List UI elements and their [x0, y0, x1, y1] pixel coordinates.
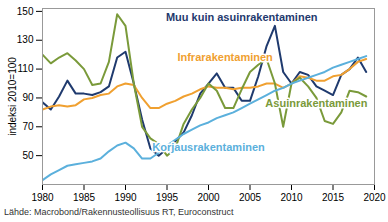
svg-text:1990: 1990 — [114, 192, 137, 203]
svg-text:130: 130 — [17, 34, 34, 45]
svg-text:indeksi 2010=100: indeksi 2010=100 — [7, 57, 18, 136]
svg-text:Asuinrakentaminen: Asuinrakentaminen — [265, 97, 367, 109]
svg-text:2000: 2000 — [197, 192, 220, 203]
svg-text:70: 70 — [22, 121, 34, 132]
svg-text:2020: 2020 — [363, 192, 386, 203]
svg-text:2015: 2015 — [322, 192, 345, 203]
svg-text:90: 90 — [22, 92, 34, 103]
svg-text:50: 50 — [22, 150, 34, 161]
html-text:Lähde: Macrobond/Rakennusteoll: Lähde: Macrobond/Rakennusteollisuus RT, … — [4, 207, 234, 217]
svg-text:Korjausrakentaminen: Korjausrakentaminen — [152, 141, 265, 153]
svg-text:Muu kuin asuinrakentaminen: Muu kuin asuinrakentaminen — [166, 11, 318, 23]
svg-text:2010: 2010 — [280, 192, 303, 203]
svg-text:110: 110 — [18, 63, 34, 74]
svg-text:1995: 1995 — [156, 192, 179, 203]
svg-text:1985: 1985 — [73, 192, 96, 203]
svg-text:1980: 1980 — [31, 192, 54, 203]
svg-text:Infrarakentaminen: Infrarakentaminen — [177, 51, 273, 63]
svg-text:150: 150 — [17, 6, 34, 17]
svg-text:2005: 2005 — [239, 192, 262, 203]
